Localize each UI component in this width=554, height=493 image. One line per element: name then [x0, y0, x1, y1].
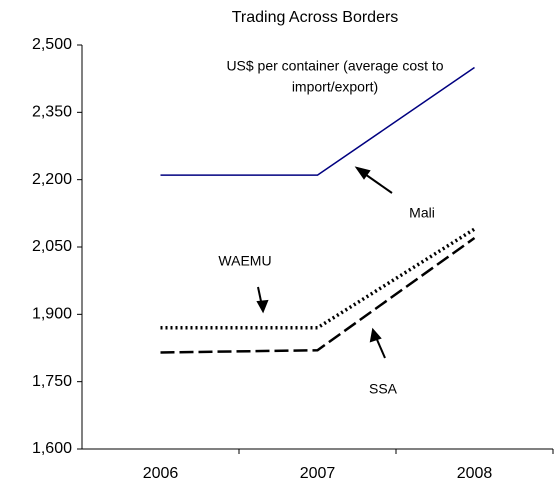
- series-label: Mali: [409, 205, 435, 221]
- y-tick-label: 1,600: [32, 440, 72, 457]
- y-tick-label: 2,500: [32, 36, 72, 53]
- chart-title: Trading Across Borders: [232, 9, 399, 26]
- series-line: [160, 227, 476, 330]
- annotation: import/export): [292, 79, 378, 95]
- series-line: [160, 237, 476, 354]
- arrowhead: [256, 299, 269, 314]
- y-tick-label: 2,200: [32, 171, 72, 188]
- x-tick-label: 2007: [300, 465, 336, 482]
- series-line: [160, 66, 475, 176]
- arrowhead: [369, 327, 382, 343]
- y-tick-label: 1,900: [32, 306, 72, 323]
- annotation: US$ per container (average cost to: [226, 58, 443, 74]
- x-tick-label: 2008: [457, 465, 493, 482]
- x-tick-label: 2006: [143, 465, 179, 482]
- y-tick-label: 2,050: [32, 238, 72, 255]
- y-tick-label: 1,750: [32, 373, 72, 390]
- series-label: WAEMU: [218, 253, 271, 269]
- arrowhead: [354, 166, 371, 180]
- y-tick-label: 2,350: [32, 104, 72, 121]
- series-label: SSA: [369, 381, 398, 397]
- arrows: [256, 166, 393, 359]
